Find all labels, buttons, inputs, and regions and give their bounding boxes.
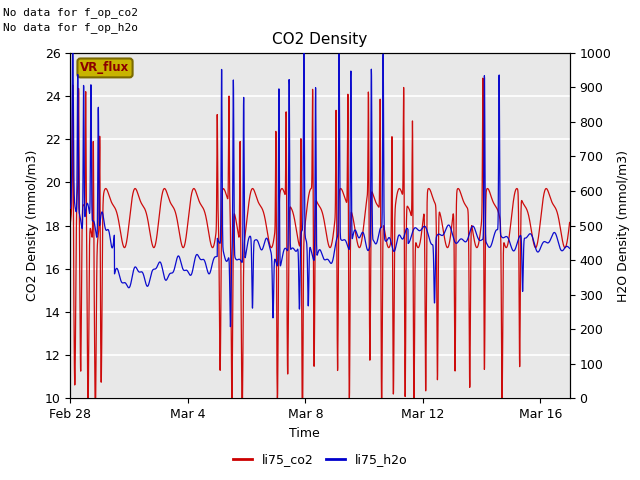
Text: VR_flux: VR_flux	[81, 61, 130, 74]
X-axis label: Time: Time	[289, 427, 320, 440]
Legend: li75_co2, li75_h2o: li75_co2, li75_h2o	[228, 448, 412, 471]
Title: CO2 Density: CO2 Density	[273, 33, 367, 48]
Y-axis label: CO2 Density (mmol/m3): CO2 Density (mmol/m3)	[26, 150, 39, 301]
Text: No data for f_op_h2o: No data for f_op_h2o	[3, 22, 138, 33]
Text: No data for f_op_co2: No data for f_op_co2	[3, 7, 138, 18]
Y-axis label: H2O Density (mmol/m3): H2O Density (mmol/m3)	[617, 150, 630, 301]
